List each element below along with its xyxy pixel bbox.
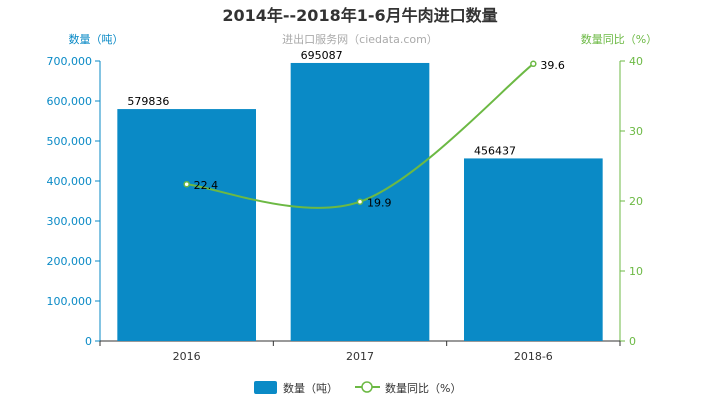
left-axis-tick-label: 200,000 (47, 255, 93, 268)
legend-bar-swatch (254, 381, 277, 394)
bar (464, 158, 603, 341)
left-axis-tick-label: 0 (85, 335, 92, 348)
left-axis-tick-label: 300,000 (47, 215, 93, 228)
bar-value-label: 579836 (127, 95, 169, 108)
legend-bar-label: 数量（吨） (283, 382, 338, 395)
x-axis-tick-label: 2018-6 (514, 350, 553, 363)
legend-item-bar-series[interactable]: 数量（吨） (254, 381, 338, 395)
line-point (356, 198, 364, 205)
legend[interactable]: 数量（吨） 数量同比（%） (254, 381, 461, 395)
legend-line-label: 数量同比（%） (385, 382, 461, 395)
left-axis-tick-label: 600,000 (47, 95, 93, 108)
right-axis-label: 数量同比（%） (581, 33, 657, 46)
left-axis-tick-label: 500,000 (47, 135, 93, 148)
line-value-label: 22.4 (194, 179, 219, 192)
line-point (530, 60, 537, 68)
bar-value-label: 695087 (301, 49, 343, 62)
right-axis-tick-label: 10 (629, 265, 643, 278)
x-axis-tick-label: 2017 (346, 350, 374, 363)
left-axis-tick-label: 400,000 (47, 175, 93, 188)
right-axis-tick-label: 20 (629, 195, 643, 208)
legend-item-line-series[interactable]: 数量同比（%） (355, 381, 461, 395)
right-axis-tick-label: 30 (629, 125, 643, 138)
chart-title: 2014年--2018年1-6月牛肉进口数量 (222, 6, 497, 25)
x-axis-tick-label: 2016 (173, 350, 201, 363)
bar-value-label: 456437 (474, 144, 516, 157)
line-point (183, 180, 190, 188)
left-axis-tick-label: 100,000 (47, 295, 93, 308)
bar (117, 109, 256, 341)
left-axis-tick-label: 700,000 (47, 55, 93, 68)
legend-line-marker (361, 381, 373, 393)
chart-subtitle: 进出口服务网（ciedata.com） (282, 32, 438, 46)
right-axis-tick-label: 0 (629, 335, 636, 348)
line-value-label: 39.6 (540, 59, 565, 72)
left-axis-label: 数量（吨） (69, 33, 124, 46)
right-axis-tick-label: 40 (629, 55, 643, 68)
line-value-label: 19.9 (367, 197, 392, 210)
